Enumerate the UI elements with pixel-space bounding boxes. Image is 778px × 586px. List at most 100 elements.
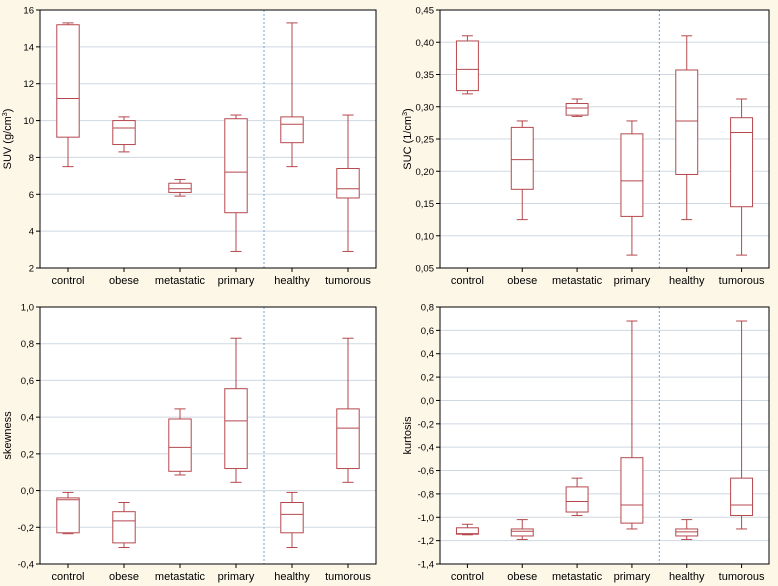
y-tick-label: 0,6 [421, 326, 434, 337]
y-axis-label: kurtosis [402, 416, 414, 454]
y-tick-label: -0,2 [18, 523, 34, 534]
y-tick-label: 8 [29, 153, 34, 164]
y-axis-label: SUC (1/cm3) [402, 108, 414, 169]
iqr-box [224, 388, 248, 470]
box-healthy [280, 491, 304, 548]
plot-area [40, 307, 376, 564]
box-control [455, 523, 479, 536]
y-tick-label: 0,25 [416, 135, 435, 146]
y-tick-label: 0,8 [421, 303, 434, 314]
x-category-label: healthy [669, 571, 705, 583]
x-category-label: metastatic [552, 275, 603, 287]
x-category-label: primary [614, 571, 651, 583]
box-healthy [675, 35, 699, 221]
y-axis-label: skewness [2, 411, 14, 460]
x-category-label: metastatic [155, 275, 206, 287]
iqr-box [56, 497, 80, 534]
y-tick-label: 1,0 [21, 303, 34, 314]
y-tick-label: 0,40 [416, 38, 435, 49]
y-tick-label: 0,0 [421, 396, 434, 407]
x-category-label: tumorous [325, 275, 371, 287]
box-tumorous [730, 320, 754, 530]
iqr-box [620, 457, 644, 524]
plot-frame [39, 9, 377, 269]
box-tumorous [730, 98, 754, 256]
iqr-box [224, 118, 248, 214]
box-control [56, 22, 80, 168]
y-tick-label: -1,4 [418, 560, 434, 571]
box-metastatic [565, 477, 589, 517]
box-primary [224, 114, 248, 252]
y-tick-label: 0,6 [21, 376, 34, 387]
iqr-box [455, 527, 479, 535]
box-obese [112, 116, 136, 153]
y-tick-label: -0,6 [418, 466, 434, 477]
iqr-box [565, 486, 589, 513]
y-tick-label: 0,35 [416, 70, 435, 81]
x-category-label: metastatic [552, 571, 603, 583]
iqr-box [56, 24, 80, 138]
box-tumorous [336, 337, 360, 483]
y-tick-label: 2 [29, 264, 34, 275]
x-category-label: tumorous [325, 571, 371, 583]
y-tick-label: 0,45 [416, 6, 435, 17]
y-tick-label: 16 [23, 6, 34, 17]
x-category-label: primary [218, 571, 255, 583]
y-tick-label: 12 [23, 79, 34, 90]
x-category-label: control [451, 571, 484, 583]
y-tick-label: 0,4 [21, 413, 34, 424]
x-category-label: control [51, 275, 84, 287]
y-tick-label: 0,2 [421, 373, 434, 384]
iqr-box [168, 182, 192, 193]
chart-panel-2: 0,05 0,10 0,15 0,20 0,25 0,30 0,35 0,40 0,45 cont… [402, 6, 770, 287]
y-tick-label: 0,15 [416, 199, 435, 210]
box-control [455, 35, 479, 95]
y-tick-label: 0,05 [416, 264, 435, 275]
y-tick-label: -0,2 [418, 419, 434, 430]
iqr-box [455, 40, 479, 92]
x-category-label: obese [109, 571, 139, 583]
box-obese [112, 502, 136, 548]
y-tick-label: -0,4 [18, 560, 34, 571]
y-tick-label: 14 [23, 42, 34, 53]
chart-panel-1: 2 4 6 8 10 12 14 16 control obese metastatic primar… [2, 6, 377, 287]
chart-panel-3: -0,4 -0,2 0,0 0,2 0,4 0,6 0,8 1,0 control obese me… [2, 303, 377, 583]
box-tumorous [336, 114, 360, 252]
y-tick-label: -1,2 [418, 536, 434, 547]
iqr-box [336, 167, 360, 199]
iqr-box [280, 502, 304, 534]
iqr-box [510, 528, 534, 537]
box-obese [510, 120, 534, 221]
y-tick-label: 6 [29, 190, 34, 201]
x-category-label: healthy [274, 275, 310, 287]
x-category-label: obese [507, 571, 537, 583]
y-axis-label: SUV (g/cm3) [2, 109, 14, 170]
box-metastatic [168, 179, 192, 197]
iqr-box [112, 120, 136, 146]
y-tick-label: -1,0 [418, 513, 434, 524]
iqr-box [730, 117, 754, 208]
plot-frame [439, 9, 770, 269]
chart-panel-4: -1,4 -1,2 -1,0 -0,8 -0,6 -0,4 -0,2 0,0 0,2 0,4 0,6… [402, 303, 770, 583]
x-category-label: tumorous [719, 571, 765, 583]
box-healthy [675, 519, 699, 540]
plot-frame [39, 306, 377, 565]
iqr-box [675, 528, 699, 537]
plot-area [40, 10, 376, 268]
iqr-box [112, 511, 136, 544]
plot-area [440, 307, 769, 564]
box-metastatic [565, 98, 589, 117]
x-category-label: control [51, 571, 84, 583]
y-tick-label: 0,4 [421, 349, 434, 360]
box-metastatic [168, 408, 192, 476]
y-tick-label: 0,0 [21, 486, 34, 497]
y-tick-label: 10 [23, 116, 34, 127]
iqr-box [565, 103, 589, 116]
y-tick-label: 4 [29, 227, 34, 238]
box-healthy [280, 22, 304, 168]
iqr-box [336, 408, 360, 470]
box-control [56, 491, 80, 535]
x-category-label: metastatic [155, 571, 206, 583]
y-tick-label: 0,8 [21, 339, 34, 350]
